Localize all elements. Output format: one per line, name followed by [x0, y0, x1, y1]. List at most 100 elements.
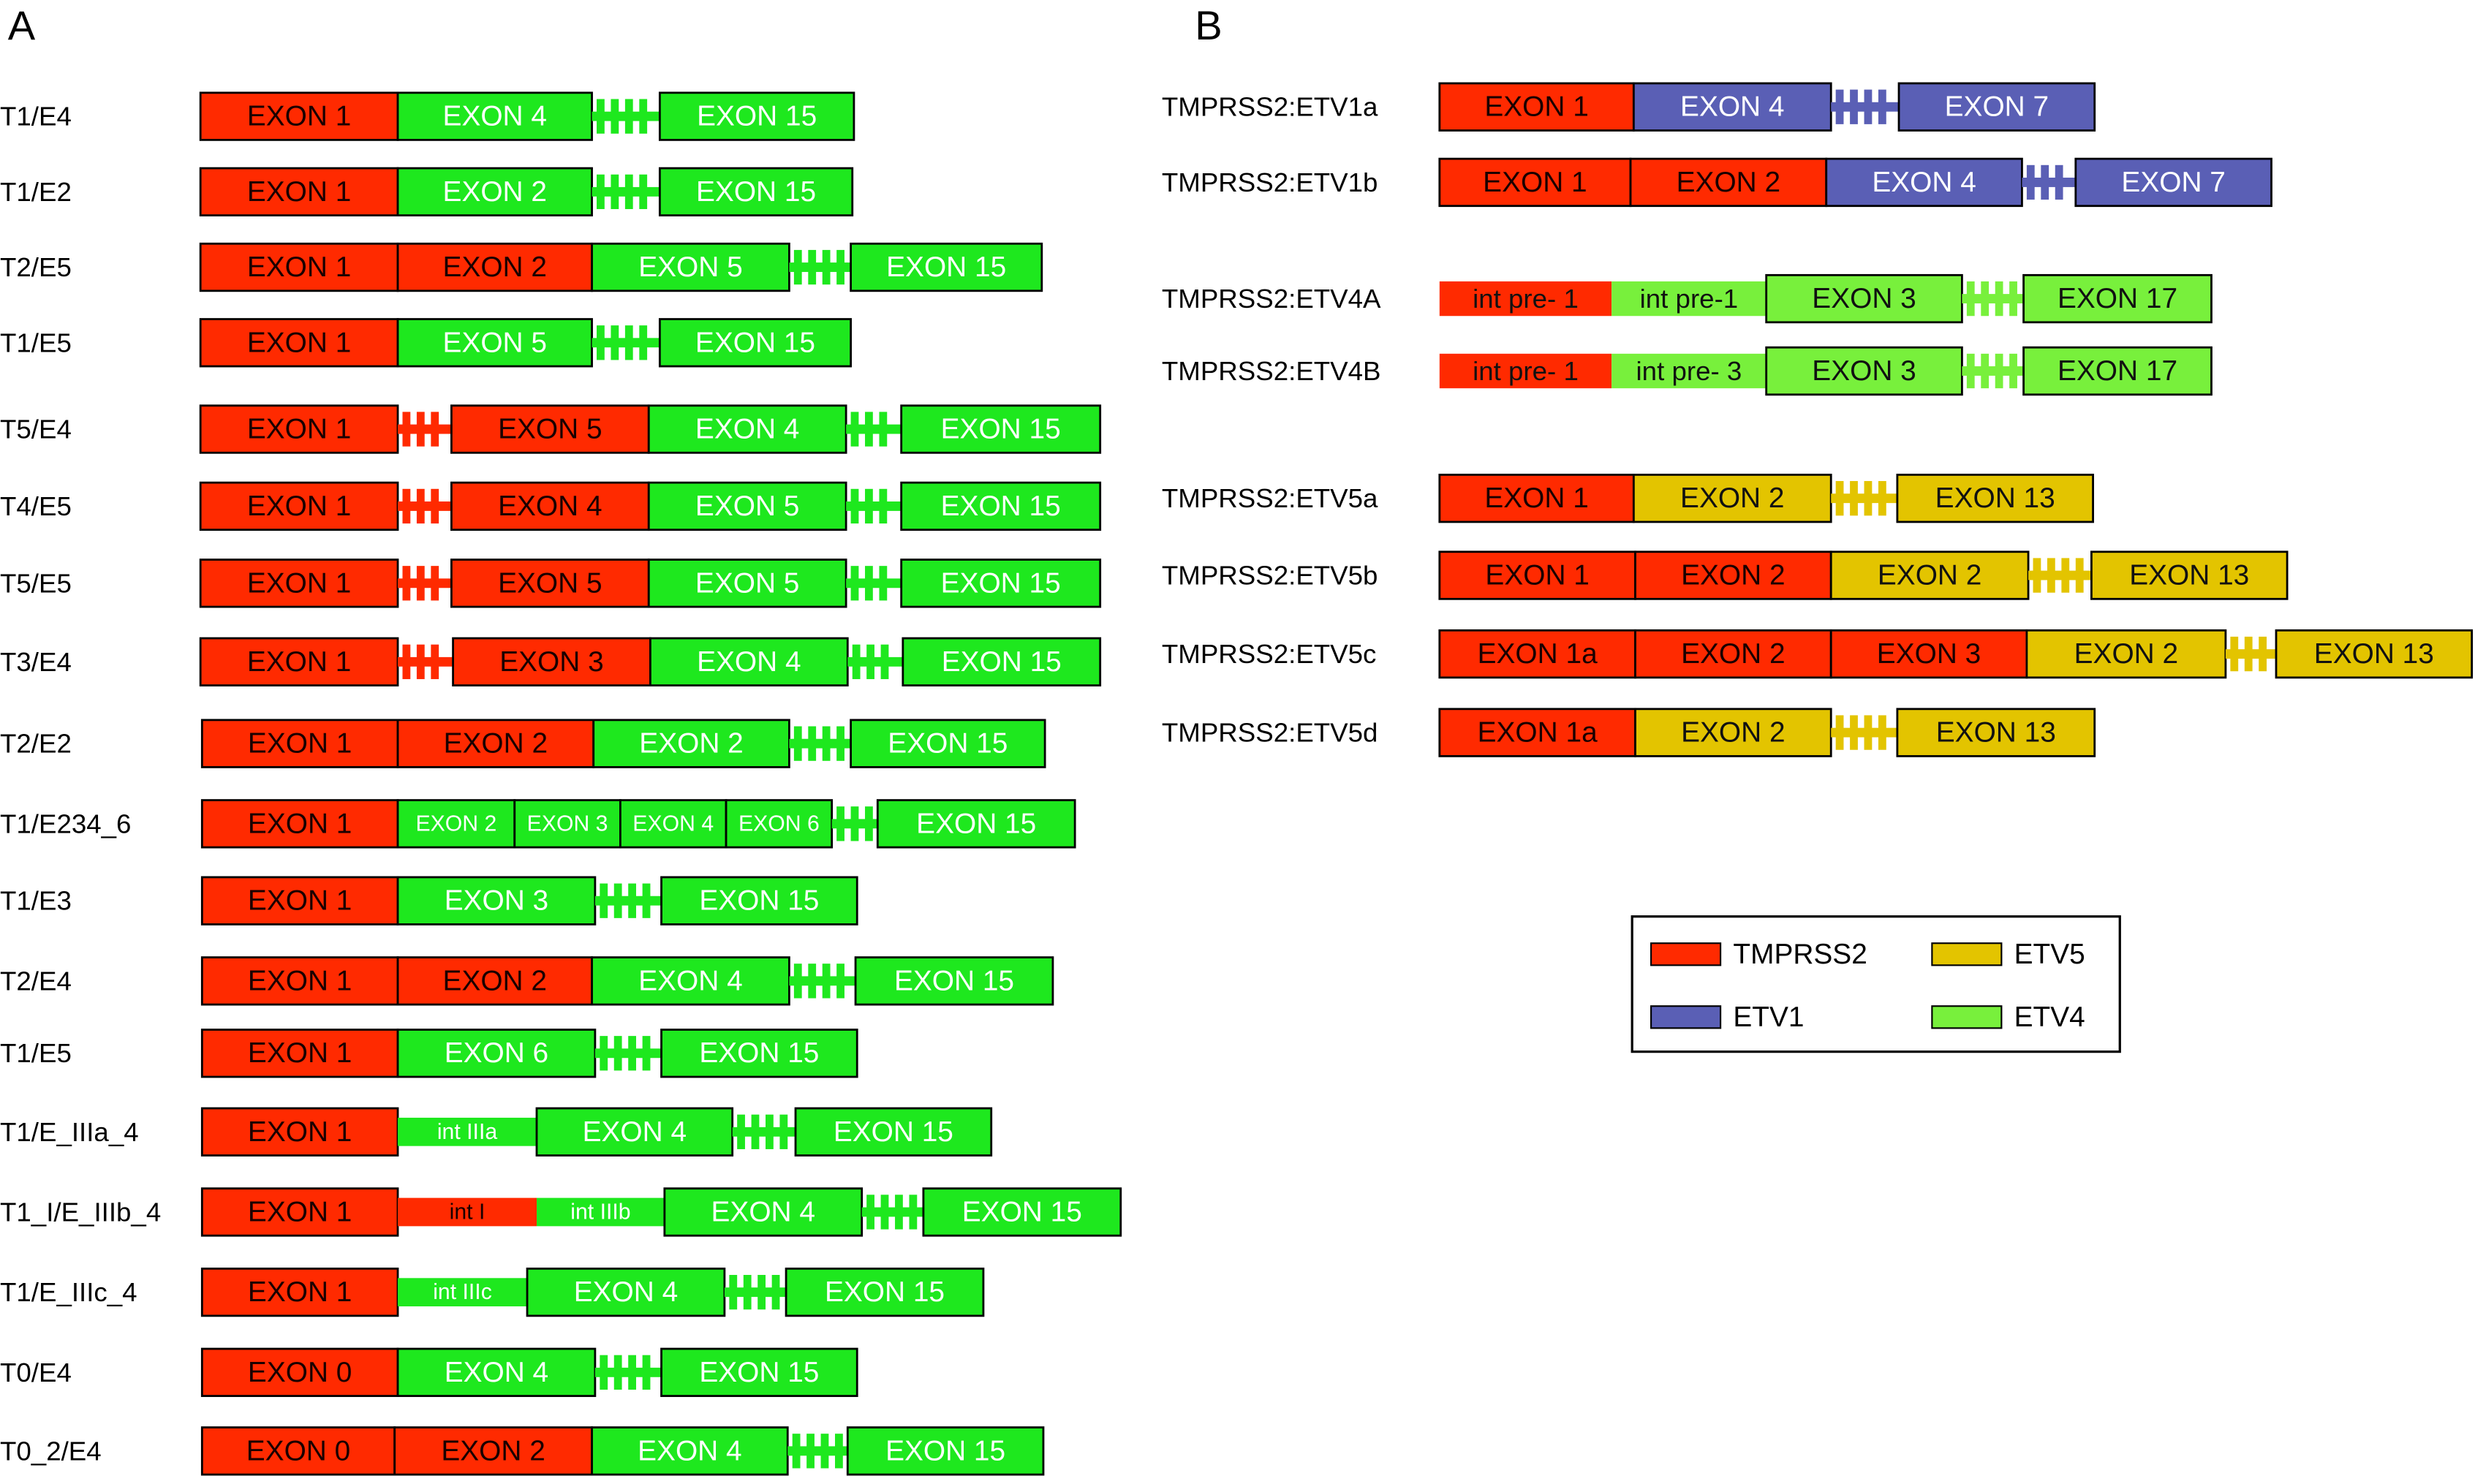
exon-label: EXON 6 — [445, 1037, 548, 1069]
exon-box — [396, 799, 516, 849]
legend-swatch — [1650, 1005, 1722, 1029]
exon-box — [200, 1426, 396, 1476]
exon-label: EXON 4 — [498, 491, 602, 522]
exon-box — [785, 1267, 985, 1317]
exon-box — [649, 637, 849, 686]
exon-box — [526, 1267, 726, 1317]
row-label: T1/E5 — [0, 328, 72, 357]
exon-box — [396, 242, 593, 292]
legend-label: ETV4 — [2014, 1002, 2085, 1033]
exon-label: EXON 3 — [1812, 355, 1916, 387]
exon-label: EXON 1 — [248, 1276, 352, 1308]
exon-label: EXON 2 — [1680, 482, 1784, 514]
exon-box — [1829, 550, 2030, 600]
exon-box — [900, 559, 1102, 608]
linker-stripe — [2047, 558, 2055, 593]
exon-label: EXON 1 — [248, 965, 352, 996]
exon-box — [199, 481, 399, 531]
exon-box — [199, 91, 399, 141]
linker-stripe — [793, 964, 802, 999]
exon-label: EXON 4 — [638, 965, 742, 996]
linker-stripe — [880, 644, 889, 679]
linker — [1962, 366, 2024, 376]
linker-stripe — [2009, 353, 2017, 389]
exon-box — [450, 559, 650, 608]
exon-box — [200, 1267, 399, 1317]
exon-label: EXON 7 — [1945, 91, 2049, 123]
exon-box — [396, 719, 595, 768]
row-label: T1/E2 — [0, 177, 72, 207]
exon-label: EXON 1 — [247, 101, 351, 132]
exon-label: EXON 1 — [247, 491, 351, 522]
exon-label: EXON 4 — [711, 1197, 815, 1228]
linker-stripe — [2244, 636, 2253, 672]
exon-box — [1438, 629, 1636, 679]
exon-label: EXON 4 — [695, 414, 799, 445]
linker-stripe — [613, 883, 622, 918]
linker-stripe — [1981, 353, 1990, 389]
exon-box — [592, 719, 790, 768]
exon-label: EXON 4 — [638, 1435, 741, 1466]
linker-stripe — [808, 964, 817, 999]
exon-label: EXON 1 — [248, 1037, 352, 1069]
row-label: T2/E5 — [0, 252, 72, 282]
linker-stripe — [836, 726, 844, 761]
exon-label: EXON 1 — [1484, 482, 1588, 514]
exon-label: EXON 2 — [443, 176, 547, 208]
linker-stripe — [642, 1355, 651, 1390]
exon-label: EXON 2 — [441, 1435, 545, 1466]
exon-label: EXON 5 — [638, 251, 742, 283]
exon-label: EXON 2 — [1677, 167, 1780, 198]
exon-box — [1896, 708, 2096, 757]
row-label: TMPRSS2:ETV5d — [1162, 718, 1378, 748]
exon-label: EXON 15 — [941, 491, 1061, 522]
exon-box — [900, 404, 1102, 454]
exon-box — [200, 1029, 399, 1078]
linker-stripe — [600, 1036, 608, 1071]
linker-stripe — [866, 644, 874, 679]
exon-label: EXON 1 — [247, 327, 351, 358]
row-label: T5/E5 — [0, 568, 72, 598]
row-label: T1/E_IIIa_4 — [0, 1117, 139, 1147]
linker-stripe — [639, 174, 648, 210]
linker-stripe — [613, 1355, 622, 1390]
exon-label: EXON 2 — [2074, 638, 2178, 670]
legend-label: ETV5 — [2014, 939, 2085, 970]
exon-label: EXON 1 — [247, 567, 351, 599]
linker-stripe — [779, 1114, 788, 1149]
exon-box — [663, 1187, 864, 1237]
linker-stripe — [880, 1195, 889, 1230]
exon-label: EXON 2 — [639, 728, 743, 760]
linker-stripe — [793, 249, 802, 285]
intron-label: int pre- 1 — [1473, 356, 1579, 386]
exon-label: EXON 5 — [695, 491, 799, 522]
exon-label: EXON 4 — [697, 646, 801, 678]
row-label: TMPRSS2:ETV5b — [1162, 561, 1378, 591]
linker-stripe — [611, 99, 619, 134]
row-label: TMPRSS2:ETV1b — [1162, 167, 1378, 197]
exon-label: EXON 15 — [941, 567, 1061, 599]
linker-stripe — [402, 412, 411, 447]
linker-stripe — [639, 99, 648, 134]
linker-stripe — [808, 249, 817, 285]
exon-label: EXON 1 — [247, 414, 351, 445]
exon-label: EXON 15 — [942, 646, 1062, 678]
linker — [846, 501, 902, 511]
linker-stripe — [766, 1114, 774, 1149]
exon-box — [1896, 474, 2094, 523]
exon-box — [850, 242, 1043, 292]
linker-stripe — [1850, 715, 1858, 750]
exon-label: EXON 0 — [248, 1357, 352, 1388]
linker-stripe — [879, 412, 888, 447]
exon-box — [2275, 629, 2474, 679]
linker-stripe — [836, 806, 844, 841]
linker-stripe — [808, 726, 817, 761]
exon-box — [200, 1107, 399, 1156]
linker-stripe — [416, 412, 425, 447]
linker-stripe — [613, 1036, 622, 1071]
linker-stripe — [1966, 281, 1975, 317]
linker-stripe — [1850, 89, 1858, 124]
linker-stripe — [806, 1434, 815, 1469]
